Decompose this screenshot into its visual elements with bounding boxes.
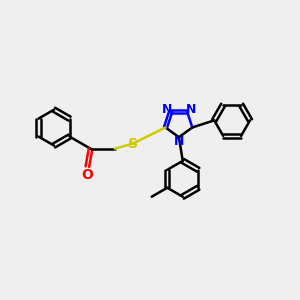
Text: N: N [162, 103, 172, 116]
Text: S: S [128, 136, 138, 151]
Text: N: N [174, 135, 184, 148]
Text: N: N [186, 103, 196, 116]
Text: O: O [81, 168, 93, 182]
